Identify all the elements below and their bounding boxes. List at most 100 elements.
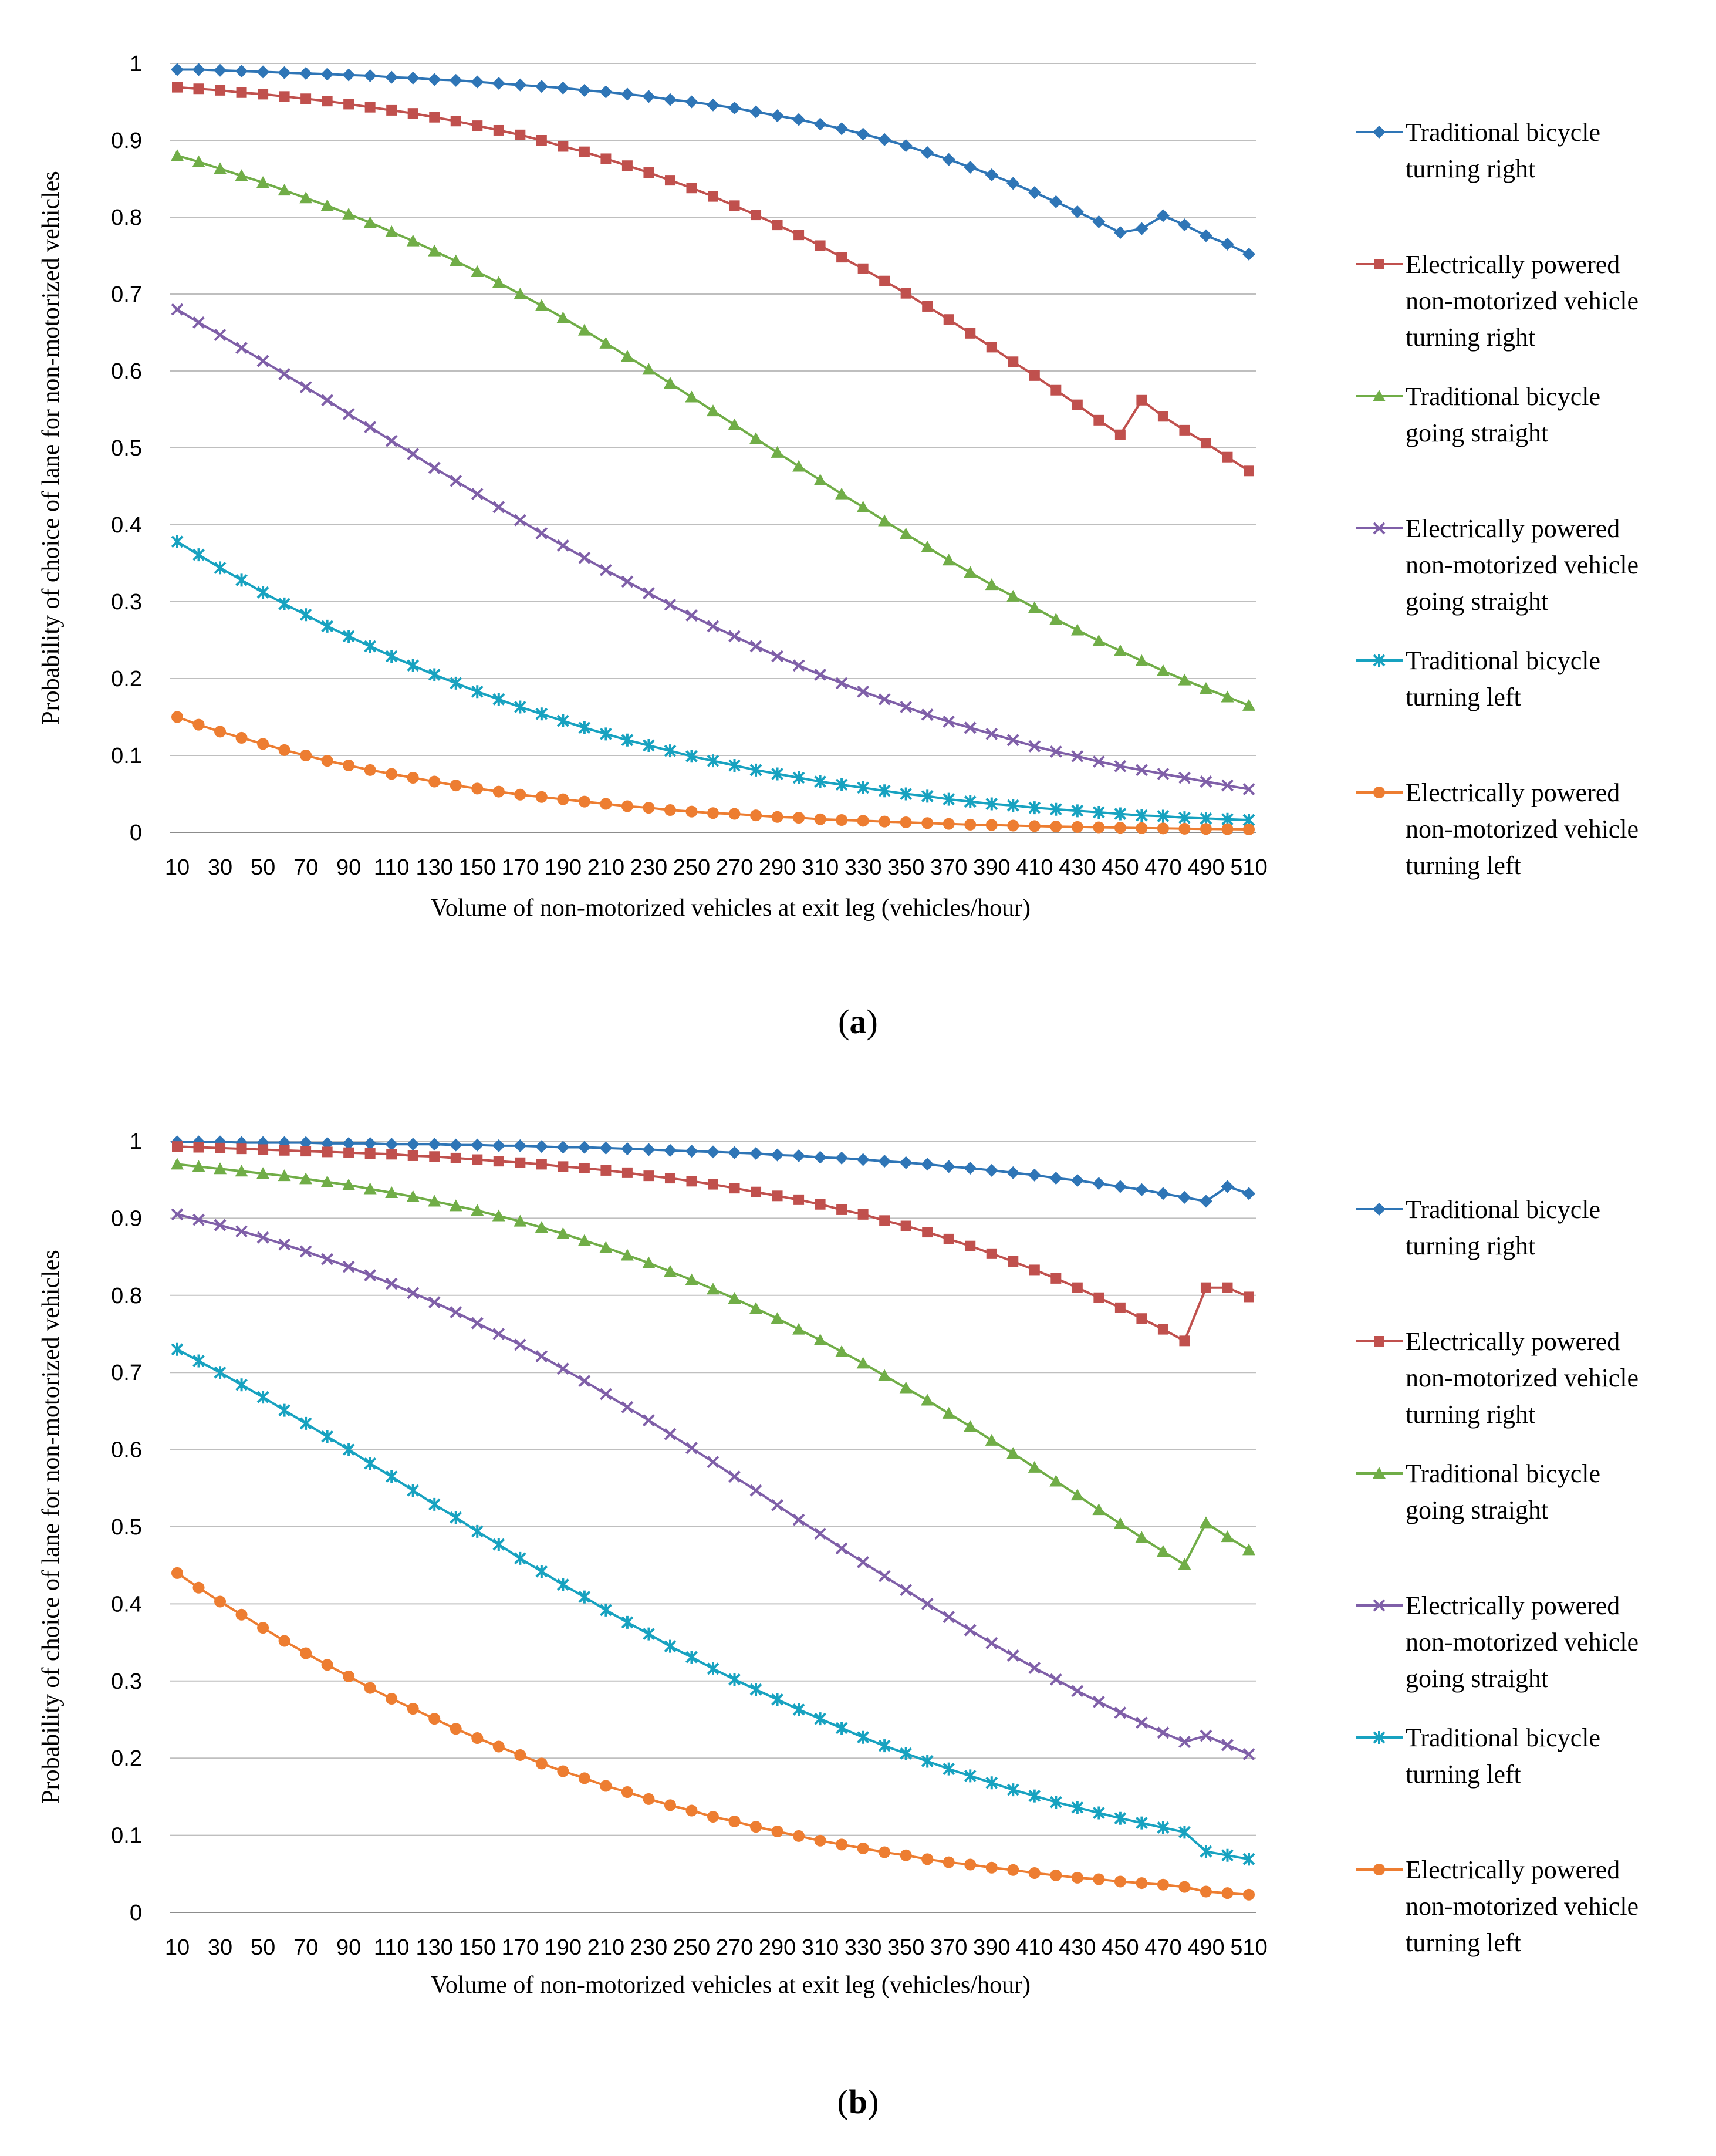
data-point (428, 1195, 441, 1207)
data-point (835, 1721, 848, 1735)
data-point (836, 814, 848, 826)
data-point (1135, 1531, 1148, 1543)
legend-label: Electrically powered non-motorized vehicl… (1406, 514, 1639, 616)
data-point (258, 89, 269, 100)
data-point (620, 1142, 634, 1156)
data-point (1070, 1174, 1084, 1187)
data-point (577, 83, 591, 97)
data-point (899, 1381, 913, 1394)
data-point (708, 1179, 718, 1190)
y-tick-label: 0 (130, 821, 142, 845)
data-point (364, 102, 376, 113)
data-point (407, 659, 420, 672)
data-point (1028, 1789, 1041, 1803)
data-point (964, 795, 977, 808)
data-point (1156, 1187, 1170, 1200)
data-point (1008, 356, 1019, 367)
data-point (1072, 1282, 1083, 1293)
data-point (857, 685, 870, 698)
x-tick-label: 250 (673, 1935, 710, 1960)
data-point (813, 1150, 827, 1164)
data-point (793, 1830, 805, 1842)
data-point (728, 630, 741, 643)
x-tick-label: 510 (1230, 855, 1267, 880)
data-point (214, 1366, 227, 1379)
data-point (428, 73, 441, 86)
data-point (900, 288, 911, 299)
data-point (428, 461, 441, 474)
data-point (600, 1780, 612, 1792)
data-point (236, 87, 247, 98)
data-point (642, 90, 656, 103)
x-tick-label: 90 (336, 855, 361, 880)
data-point (1199, 1516, 1212, 1529)
data-point (556, 1141, 570, 1154)
x-axis-title: Volume of non-motorized vehicles at exit… (431, 1972, 1031, 1999)
x-tick-label: 30 (208, 855, 232, 880)
legend-marker (1373, 126, 1386, 139)
x-tick-label: 470 (1144, 855, 1181, 880)
data-point (214, 1595, 227, 1608)
data-point (557, 1765, 569, 1777)
data-point (1178, 1826, 1191, 1839)
data-point (815, 1199, 826, 1210)
data-point (1114, 760, 1127, 772)
data-point (1244, 465, 1254, 477)
data-point (492, 785, 505, 798)
data-point (535, 1565, 548, 1578)
data-point (471, 265, 484, 278)
series-0 (171, 63, 1255, 261)
data-point (172, 82, 183, 93)
data-point (407, 1703, 419, 1715)
data-point (256, 1231, 269, 1244)
x-tick-label: 450 (1102, 1935, 1139, 1960)
y-axis-title: Probability of choice of lane for non-mo… (38, 1250, 65, 1804)
data-point (1200, 1845, 1212, 1858)
data-point (749, 1484, 762, 1497)
data-point (1092, 1695, 1105, 1708)
data-point (643, 587, 655, 600)
data-point (257, 1622, 269, 1634)
data-point (471, 1524, 484, 1538)
y-tick-label: 0.8 (111, 205, 142, 230)
legend-item: Electrically powered non-motorized vehicl… (1356, 250, 1639, 352)
data-point (707, 620, 719, 633)
data-point (642, 1143, 656, 1156)
data-point (556, 311, 570, 323)
data-point (942, 1406, 955, 1419)
data-point (664, 1173, 675, 1184)
data-point (1113, 1517, 1127, 1529)
x-tick-label: 230 (630, 855, 667, 880)
data-point (942, 554, 955, 566)
data-point (771, 1693, 783, 1706)
x-tick-label: 430 (1059, 855, 1096, 880)
data-point (535, 1757, 548, 1770)
data-point (449, 254, 462, 266)
data-point (1071, 1871, 1083, 1884)
data-point (729, 200, 740, 211)
data-point (193, 83, 204, 95)
data-point (1200, 1729, 1212, 1742)
data-point (363, 1182, 377, 1195)
x-tick-label: 10 (165, 855, 190, 880)
data-point (492, 77, 505, 90)
data-point (1114, 807, 1127, 821)
data-point (814, 813, 826, 825)
series-2 (171, 149, 1255, 711)
data-point (1221, 1887, 1234, 1899)
data-point (813, 1334, 827, 1346)
data-point (1114, 429, 1126, 440)
data-point (364, 421, 377, 434)
data-point (192, 1354, 205, 1368)
panel-label: (b) (837, 2083, 879, 2121)
data-point (879, 1215, 890, 1226)
data-point (878, 514, 891, 527)
data-point (278, 1238, 291, 1251)
data-point (985, 168, 998, 181)
data-point (492, 276, 505, 288)
data-point (1007, 819, 1019, 832)
data-point (1221, 779, 1234, 792)
data-point (1028, 186, 1041, 200)
data-point (643, 802, 655, 814)
data-point (900, 701, 913, 713)
